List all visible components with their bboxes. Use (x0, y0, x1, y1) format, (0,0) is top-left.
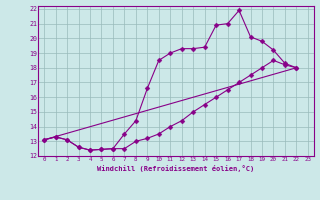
X-axis label: Windchill (Refroidissement éolien,°C): Windchill (Refroidissement éolien,°C) (97, 165, 255, 172)
